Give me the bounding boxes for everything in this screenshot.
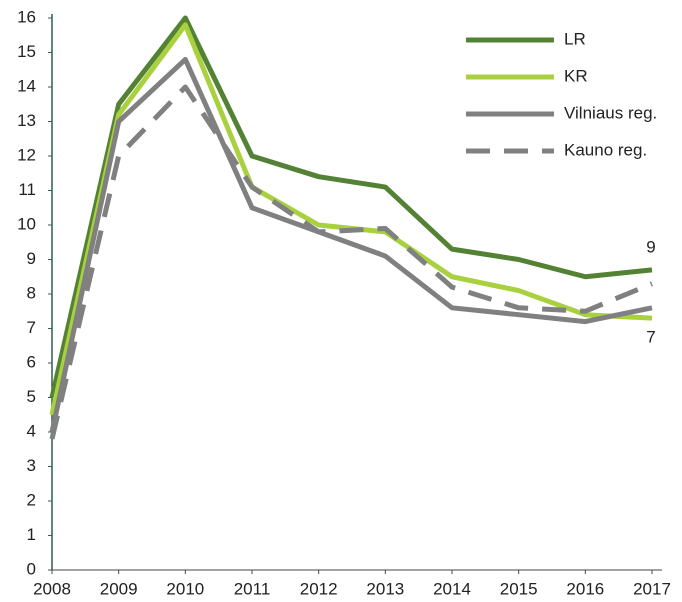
y-tick-label: 8: [27, 283, 36, 302]
y-tick-label: 6: [27, 352, 36, 371]
legend-label: Vilniaus reg.: [564, 103, 657, 122]
x-tick-label: 2009: [100, 579, 138, 598]
series-line: [49, 56, 653, 433]
y-tick-label: 11: [18, 180, 36, 199]
y-tick-label: 7: [27, 318, 36, 337]
x-tick-label: 2016: [566, 579, 604, 598]
x-tick-label: 2017: [633, 579, 671, 598]
y-tick-label: 2: [27, 490, 36, 509]
series-line: [49, 84, 653, 440]
y-tick-label: 10: [17, 214, 36, 233]
x-tick-label: 2008: [33, 579, 71, 598]
y-tick-label: 15: [17, 42, 36, 61]
y-tick-label: 3: [27, 456, 36, 475]
y-tick-label: 12: [17, 145, 36, 164]
y-tick-label: 4: [27, 421, 36, 440]
series-line: [49, 15, 653, 399]
x-tick-label: 2013: [366, 579, 404, 598]
y-tick-label: 16: [17, 7, 36, 26]
series-line: [49, 22, 653, 416]
annotation: 9: [646, 237, 655, 256]
y-tick-label: 0: [27, 559, 36, 578]
x-tick-label: 2014: [433, 579, 471, 598]
x-tick-label: 2012: [300, 579, 338, 598]
x-tick-label: 2010: [166, 579, 204, 598]
x-tick-label: 2011: [234, 579, 271, 598]
x-tick-label: 2015: [500, 579, 538, 598]
legend-label: Kauno reg.: [564, 140, 647, 159]
y-tick-label: 9: [27, 249, 36, 268]
y-tick-label: 1: [27, 525, 36, 544]
legend-label: LR: [564, 29, 586, 48]
legend-label: KR: [564, 66, 588, 85]
annotation: 7: [646, 328, 655, 347]
y-tick-label: 13: [17, 111, 36, 130]
y-tick-label: 5: [27, 387, 36, 406]
y-tick-label: 14: [17, 76, 36, 95]
